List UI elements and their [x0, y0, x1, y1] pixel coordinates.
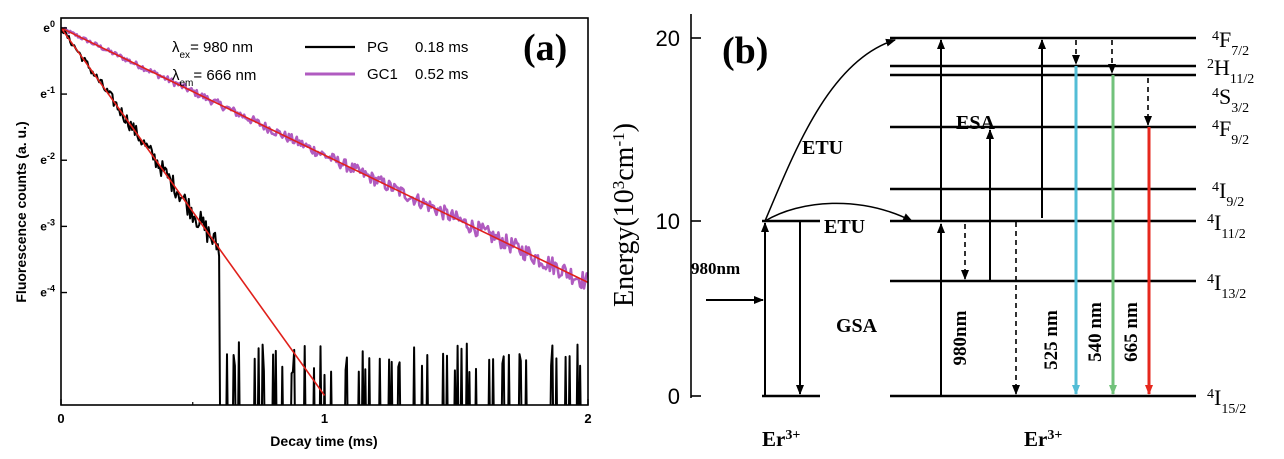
etu-label-lower: ETU: [824, 216, 865, 238]
y-tick-label: e0: [43, 19, 55, 35]
etu-curve-lower: [764, 202, 913, 222]
energy-tick-20: 20: [656, 26, 680, 51]
pump-label: 980nm: [691, 259, 740, 278]
svg-text:4I15/2: 4I15/2: [1207, 385, 1246, 417]
legend-label-gc1: GC1: [367, 66, 398, 83]
fit-line-gc1: [61, 27, 588, 284]
esa-label: ESA: [956, 112, 995, 134]
energy-tick-10: 10: [656, 209, 680, 234]
energy-tick-0: 0: [668, 384, 680, 409]
panel-label-b: (b): [722, 30, 768, 72]
x-axis-label: Decay time (ms): [270, 433, 377, 449]
y-axis: e0 e-1 e-2 e-3 e-4: [40, 19, 67, 300]
decay-curves: [61, 26, 588, 405]
svg-text:4I9/2: 4I9/2: [1212, 178, 1244, 210]
ion-label-activator: Er3+: [1024, 427, 1062, 451]
legend-label-pg: PG: [367, 39, 389, 56]
gsa-label: GSA: [836, 315, 878, 337]
transition-label-540nm: 540 nm: [1085, 302, 1106, 362]
panel-a: 0 1 2 e0 e-1 e-2 e-3 e-4 Decay time (ms) Fluor…: [13, 17, 592, 449]
svg-text:4F7/2: 4F7/2: [1212, 27, 1249, 59]
legend-lifetime-gc1: 0.52 ms: [415, 66, 468, 83]
panel-label-a: (a): [523, 27, 567, 69]
level-labels: 4F7/2 2H11/2 4S3/2 4F9/2 4I9/2 4I11/2 4I…: [1207, 27, 1254, 417]
transition-label-980nm: 980nm: [950, 310, 971, 365]
fit-line-pg: [61, 27, 326, 396]
y-tick-label: e-4: [40, 284, 55, 300]
legend-lifetime-pg: 0.18 ms: [415, 39, 468, 56]
svg-text:4F9/2: 4F9/2: [1212, 116, 1249, 148]
excitation-annotation: λex= 980 nm: [172, 39, 253, 61]
legend: PG 0.18 ms GC1 0.52 ms: [305, 39, 468, 83]
etu-label-upper: ETU: [802, 137, 843, 159]
y-tick-label: e-1: [40, 85, 55, 101]
x-tick-label: 1: [321, 411, 328, 426]
y-tick-label: e-3: [40, 217, 55, 233]
x-tick-label: 0: [57, 411, 64, 426]
svg-text:2H11/2: 2H11/2: [1207, 55, 1254, 87]
x-tick-label: 2: [584, 411, 591, 426]
svg-text:4I13/2: 4I13/2: [1207, 270, 1246, 302]
svg-text:4I11/2: 4I11/2: [1207, 210, 1246, 242]
ion-label-sensitizer: Er3+: [762, 427, 800, 451]
panel-b: 20 10 0 Energy(103cm-1) (b) 980nm ETU ET…: [609, 14, 1254, 451]
transition-label-525nm: 525 nm: [1041, 310, 1062, 370]
plot-frame: [60, 17, 589, 406]
svg-text:4S3/2: 4S3/2: [1212, 84, 1249, 116]
emission-annotation: λem= 666 nm: [172, 67, 256, 89]
y-tick-label: e-2: [40, 151, 55, 167]
etu-curve-upper: [764, 38, 896, 222]
energy-axis-label: Energy(103cm-1): [609, 123, 641, 307]
decay-curve-pg: [61, 29, 582, 405]
y-axis-label: Fluorescence counts (a. u.): [13, 121, 29, 302]
x-axis: 0 1 2: [57, 399, 592, 426]
transition-label-665nm: 665 nm: [1121, 302, 1142, 362]
